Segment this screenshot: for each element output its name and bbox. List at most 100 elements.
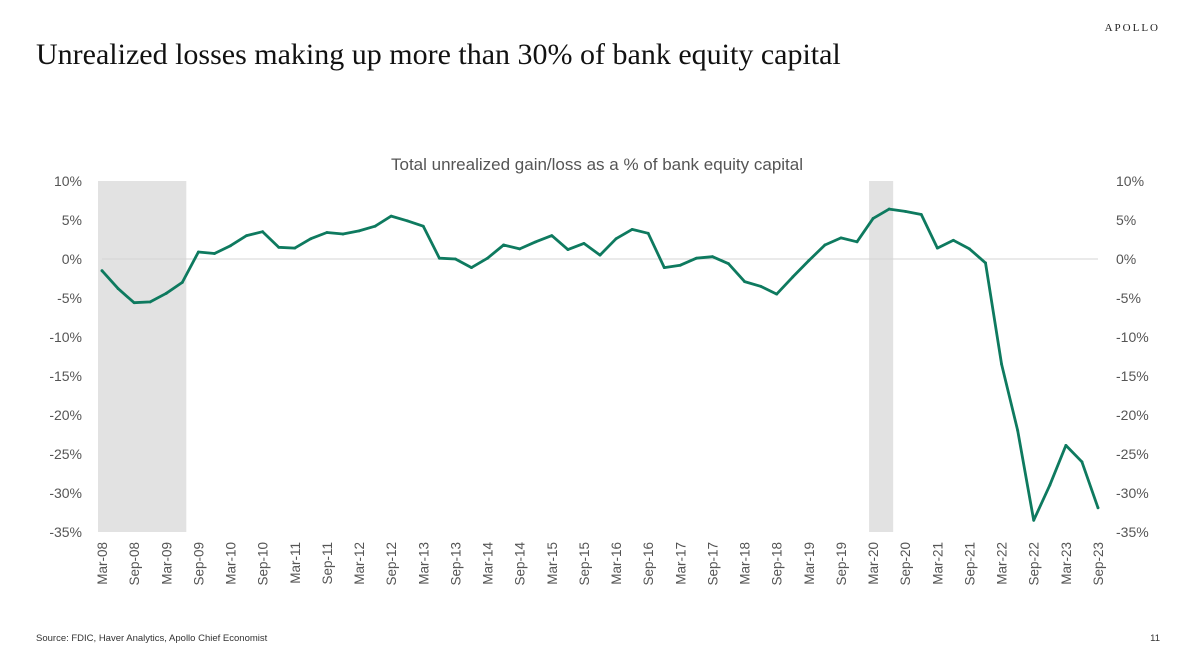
data-point [952, 238, 955, 242]
x-tick: Sep-11 [320, 542, 335, 585]
data-point [919, 213, 923, 216]
data-point [582, 242, 586, 245]
y-tick-right: -10% [1116, 329, 1149, 345]
data-point [968, 247, 971, 251]
data-point [325, 231, 329, 234]
y-tick-left: -30% [49, 485, 82, 501]
recession-band-1 [98, 181, 187, 532]
data-point [502, 243, 506, 247]
data-point [1032, 518, 1036, 522]
data-point [646, 231, 650, 235]
data-point [164, 291, 168, 295]
y-tick-right: -25% [1116, 446, 1149, 462]
data-point [437, 256, 441, 260]
y-tick-left: -35% [49, 524, 82, 540]
x-tick: Mar-09 [159, 542, 174, 585]
data-point [277, 245, 281, 249]
data-point [357, 229, 361, 233]
data-point [550, 234, 554, 237]
y-tick-right: 10% [1116, 173, 1144, 189]
x-tick: Mar-10 [224, 542, 239, 585]
y-tick-right: -20% [1116, 407, 1149, 423]
data-point [100, 269, 104, 273]
data-point [743, 280, 746, 284]
x-tick: Mar-21 [930, 542, 945, 585]
y-tick-left: 5% [62, 212, 82, 228]
x-tick: Sep-15 [577, 542, 592, 586]
y-axis-left: 10% 5% 0% -5% -10% -15% -20% -25% -30% -35% [49, 173, 82, 540]
data-point [261, 230, 265, 234]
data-point [935, 246, 939, 250]
data-point [711, 255, 714, 259]
x-tick: Sep-12 [384, 542, 399, 586]
data-point [1048, 483, 1052, 487]
data-point [791, 275, 795, 279]
data-point [1096, 506, 1100, 510]
x-tick: Sep-10 [256, 542, 271, 586]
y-tick-right: 5% [1116, 212, 1136, 228]
x-tick: Mar-13 [416, 542, 431, 585]
data-point [245, 234, 248, 237]
recession-shading [98, 181, 894, 532]
chart: Total unrealized gain/loss as a % of ban… [49, 155, 1149, 586]
data-point [534, 240, 538, 244]
x-tick: Sep-16 [641, 542, 656, 586]
y-tick-right: 0% [1116, 251, 1136, 267]
data-point [984, 261, 987, 265]
data-point [887, 207, 891, 211]
x-tick: Mar-16 [609, 542, 624, 585]
data-point [229, 244, 232, 248]
x-tick: Sep-23 [1091, 542, 1106, 586]
x-tick: Mar-12 [352, 542, 367, 585]
x-tick: Mar-18 [738, 542, 753, 585]
data-point [373, 224, 377, 228]
y-tick-left: -5% [57, 290, 82, 306]
x-tick: Mar-23 [1059, 542, 1074, 585]
data-point [759, 284, 763, 288]
data-points [100, 207, 1100, 522]
data-point [421, 224, 425, 228]
x-tick: Mar-20 [866, 542, 881, 585]
data-point [903, 210, 907, 213]
y-tick-left: -25% [49, 446, 82, 462]
data-point [213, 252, 216, 255]
data-point [180, 281, 184, 284]
x-tick: Sep-14 [513, 542, 528, 586]
page-title: Unrealized losses making up more than 30… [36, 38, 841, 71]
data-point [566, 248, 570, 252]
source-note: Source: FDIC, Haver Analytics, Apollo Ch… [36, 633, 268, 644]
data-point [823, 243, 827, 247]
x-tick: Mar-19 [802, 542, 817, 585]
data-point [132, 301, 136, 305]
y-tick-right: -5% [1116, 290, 1141, 306]
data-point [454, 257, 457, 261]
data-point [598, 253, 602, 257]
data-point [309, 237, 313, 241]
data-point [630, 227, 634, 231]
data-point [1016, 429, 1020, 432]
x-tick: Sep-19 [834, 542, 849, 586]
y-tick-left: -20% [49, 407, 82, 423]
x-tick: Sep-22 [1027, 542, 1042, 586]
data-point [1064, 444, 1068, 447]
data-point [871, 217, 875, 220]
data-point [405, 219, 409, 223]
x-tick: Sep-17 [705, 542, 720, 586]
x-tick: Mar-17 [673, 542, 688, 585]
x-tick: Sep-09 [191, 542, 206, 586]
data-point [1000, 362, 1004, 366]
x-tick: Mar-08 [95, 542, 110, 585]
data-point [678, 263, 682, 267]
y-tick-left: -10% [49, 329, 82, 345]
data-point [196, 250, 200, 254]
x-tick: Mar-22 [995, 542, 1010, 585]
data-point [470, 266, 473, 269]
y-tick-right: -15% [1116, 368, 1149, 384]
y-tick-right: -30% [1116, 485, 1149, 501]
x-tick: Sep-13 [448, 542, 463, 586]
x-tick: Mar-11 [288, 542, 303, 584]
y-tick-left: -15% [49, 368, 82, 384]
data-point [293, 246, 297, 250]
brand-logo: APOLLO [1104, 22, 1160, 34]
chart-title: Total unrealized gain/loss as a % of ban… [391, 155, 803, 174]
